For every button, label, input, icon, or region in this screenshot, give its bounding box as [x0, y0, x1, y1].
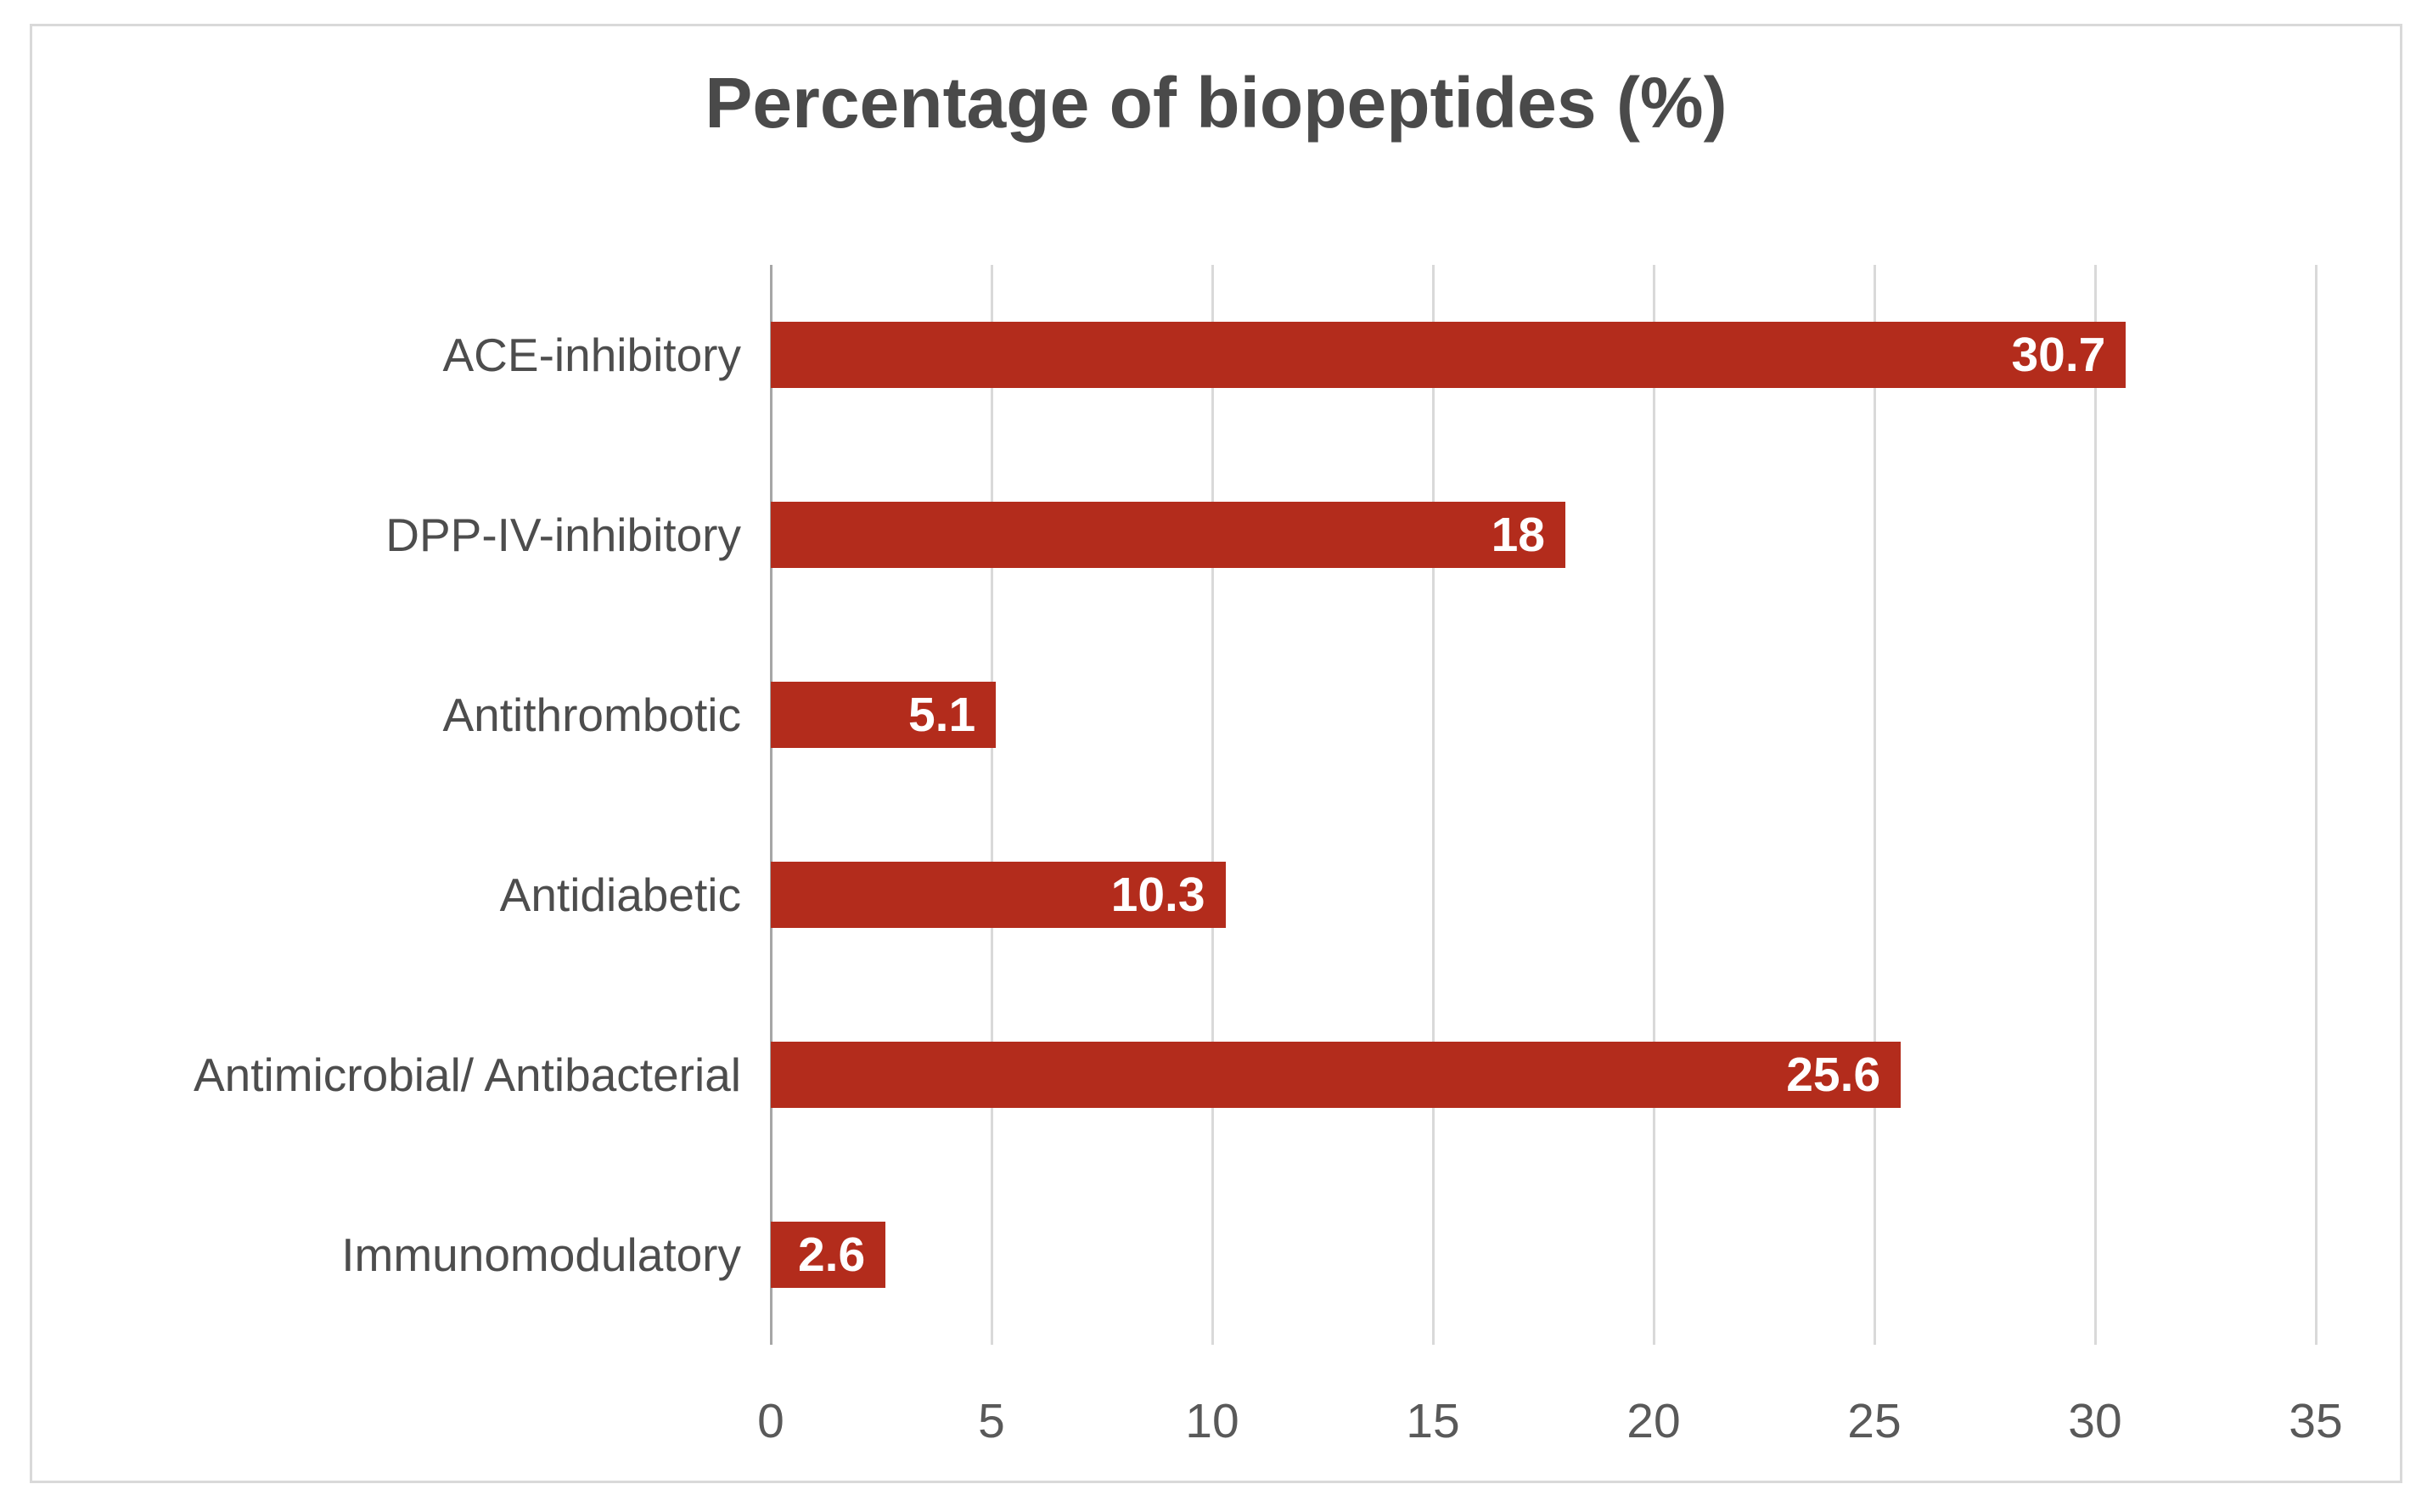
chart-title: Percentage of biopeptides (%)	[705, 63, 1728, 143]
bar: 30.7	[771, 322, 2126, 388]
x-tick-label: 20	[1626, 1394, 1681, 1448]
x-tick-label: 0	[757, 1394, 784, 1448]
bar: 25.6	[771, 1042, 1902, 1108]
bar: 10.3	[771, 862, 1226, 928]
gridline	[991, 265, 993, 1345]
y-axis-category-labels: ACE-inhibitory DPP-IV-inhibitory Antithrom…	[58, 265, 741, 1345]
zero-axis-line	[770, 265, 772, 1345]
category-label: DPP-IV-inhibitory	[385, 509, 741, 561]
category-label: Antimicrobial/ Antibacterial	[193, 1048, 741, 1101]
x-tick-label: 15	[1406, 1394, 1460, 1448]
bar-value-label: 18	[1491, 508, 1545, 562]
gridline	[1211, 265, 1214, 1345]
x-tick-label: 30	[2068, 1394, 2122, 1448]
gridline	[1653, 265, 1655, 1345]
bar: 5.1	[771, 682, 997, 748]
bar-value-label: 10.3	[1110, 868, 1205, 922]
bar-value-label: 2.6	[797, 1228, 866, 1282]
category-label: ACE-inhibitory	[442, 329, 741, 381]
bar: 18	[771, 502, 1565, 568]
bar: 2.6	[771, 1222, 886, 1288]
x-tick-label: 10	[1185, 1394, 1239, 1448]
category-label: Immunomodulatory	[341, 1228, 741, 1281]
gridline	[2315, 265, 2317, 1345]
plot-area: 30.7 18 5.1 10.3 25.6 2.6	[770, 265, 2375, 1345]
category-label: Antithrombotic	[442, 689, 741, 741]
x-axis-tick-labels: 0 5 10 15 20 25 30 35	[757, 1393, 2375, 1453]
chart-frame: Percentage of biopeptides (%) 30.7 18 5.1 1…	[30, 24, 2402, 1483]
x-tick-label: 25	[1847, 1394, 1902, 1448]
x-tick-label: 5	[978, 1394, 1005, 1448]
category-label: Antidiabetic	[499, 868, 741, 921]
gridline	[2094, 265, 2097, 1345]
bar-value-label: 30.7	[2011, 328, 2106, 382]
x-tick-label: 35	[2289, 1394, 2343, 1448]
bar-value-label: 25.6	[1786, 1048, 1881, 1102]
bar-value-label: 5.1	[907, 688, 976, 742]
gridline	[1432, 265, 1435, 1345]
gridline	[1874, 265, 1876, 1345]
